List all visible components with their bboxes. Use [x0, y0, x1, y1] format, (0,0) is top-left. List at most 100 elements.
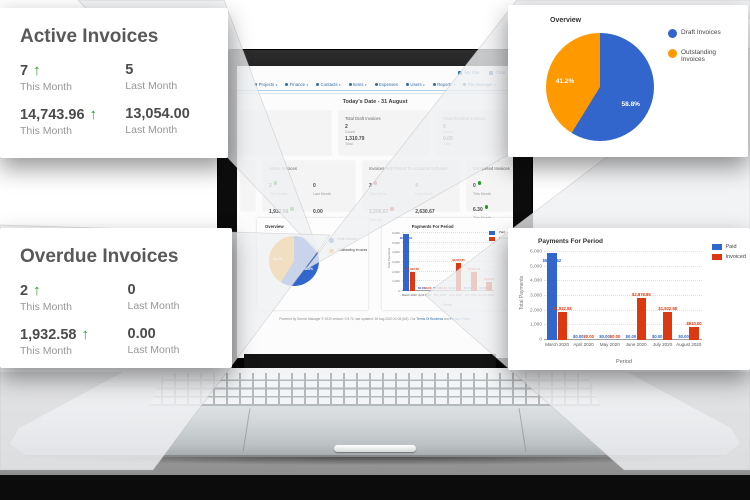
y-tick-label: 5,000 — [392, 240, 400, 245]
bar — [455, 263, 462, 291]
dashboard-screen: My Site Chat Projects ▾ Finance ▾ Contacts… — [237, 66, 513, 358]
legend-swatch — [488, 231, 495, 235]
bar-slot: $0.00 — [479, 233, 486, 291]
bar-value-label: $0.00 — [678, 334, 689, 339]
privacy-link[interactable]: Privacy Policy — [450, 317, 470, 321]
bar-value-label: $0.00 — [599, 334, 610, 339]
bar-slot: $1,932.58 — [406, 233, 419, 291]
bar — [662, 311, 673, 340]
bar-value-label: $0.00 — [463, 286, 471, 290]
category-label: June 2020 — [448, 293, 462, 297]
bar-group: $0.00 $910.00 August 2020 — [478, 233, 495, 297]
nav-expenses[interactable]: Expenses — [374, 82, 398, 87]
pie-slice-label: 58.8% — [303, 267, 313, 271]
bar-slot: $0.00 — [678, 252, 689, 340]
category-label: May 2020 — [433, 293, 447, 297]
bar — [636, 297, 647, 340]
overview-pie-card-mini: Overview 58.8% 41.2% Draft Invoices Outs… — [257, 218, 368, 310]
laptop-notch — [334, 445, 416, 452]
y-tick-label: 3,000 — [529, 293, 542, 299]
category-label: July 2020 — [464, 293, 477, 297]
category-label: May 2020 — [599, 342, 620, 347]
y-tick-label: 6,000 — [529, 249, 542, 255]
users-icon — [405, 83, 409, 86]
bar — [547, 253, 557, 340]
bar-value-label: $910.00 — [484, 277, 495, 282]
pie-chart: 58.8% 41.2% — [546, 33, 654, 141]
bar-slot: $0.00 — [424, 233, 431, 291]
legend-item: Outstanding Invoices — [668, 49, 740, 64]
legend-swatch — [711, 244, 722, 250]
pie-slice-label: 41.2% — [555, 78, 575, 86]
bar-value-label: $0.00 — [651, 334, 663, 339]
bar-slot: $0.00 — [418, 233, 425, 291]
callout-overdue-invoices: Overdue Invoices 2 ↑ This Month 0 Last Mont… — [0, 228, 232, 368]
nav-items[interactable]: Items ▾ — [348, 82, 367, 87]
bar-group: $0.00 $1,932.58 July 2020 — [463, 233, 480, 297]
y-tick-label: 2,000 — [392, 269, 400, 274]
pie-chart: 58.8% 41.2% — [269, 236, 319, 286]
bar-group: $0.00 $0.00 May 2020 — [432, 233, 447, 297]
legend-item: Invoiced — [711, 254, 746, 261]
y-tick-label: 3,000 — [392, 260, 400, 264]
up-arrow-icon: ↑ — [89, 106, 98, 123]
up-dot-icon — [290, 207, 294, 211]
legend-item: Paid — [488, 230, 510, 235]
y-tick-label: 4,000 — [392, 250, 400, 255]
up-arrow-icon: ↑ — [81, 326, 89, 343]
bar-slot: $1,932.58 — [553, 252, 572, 340]
chevron-down-icon: ▾ — [453, 82, 456, 87]
down-dot-icon — [390, 207, 394, 211]
terms-link[interactable]: Terms Of Business — [416, 317, 444, 321]
app-topbar: My Site Chat — [237, 66, 513, 79]
laptop-screen-bezel: My Site Chat Projects ▾ Finance ▾ Contacts… — [218, 50, 532, 370]
bottom-edge — [0, 475, 750, 500]
bar-group: $5,899.62 $1,932.58 March 2020 — [543, 252, 572, 347]
bar-value-label: $0.00 — [448, 286, 456, 290]
y-tick-label: 0 — [398, 289, 400, 293]
metric-card-clipped — [241, 161, 255, 211]
category-label: March 2020 — [401, 293, 417, 297]
bar-slot: $0.00 — [433, 233, 440, 291]
callout-active-invoices: Active Invoices 7 ↑ This Month 5 Last Month… — [0, 8, 228, 158]
legend-swatch — [711, 254, 722, 261]
nav-users[interactable]: Users ▾ — [405, 82, 425, 87]
bar-plot: 0 1,000 2,000 3,000 4,000 5,000 6,000 $5,899.62… — [392, 231, 495, 297]
bar-slot: $2,878.85 — [452, 233, 465, 291]
y-tick-label: 6,000 — [392, 231, 400, 235]
bar — [471, 272, 477, 291]
callout-overview-pie-card: Overview 58.8% 41.2% Draft Invoices Outs… — [508, 5, 748, 157]
invoices-row: Active Invoices 2 This Month 0 Last Month … — [237, 161, 513, 222]
legend-item: Paid — [711, 244, 747, 250]
down-dot-icon — [373, 181, 378, 185]
chevron-down-icon: ▾ — [494, 82, 496, 87]
bar-value-label: $0.00 — [609, 334, 621, 339]
nav-contacts[interactable]: Contacts ▾ — [316, 82, 341, 87]
topbar-link-chat[interactable]: Chat — [489, 70, 505, 75]
up-dot-icon — [484, 205, 489, 209]
bar-value-label: $2,878.85 — [632, 291, 651, 297]
bar-slot: $5,899.62 — [543, 252, 561, 340]
pie-slice-label: 41.2% — [273, 257, 283, 261]
laptop-base — [10, 368, 740, 457]
bar-group: $0.00 $0.00 April 2020 — [570, 252, 596, 347]
payments-bar-card-mini: Payments For Period Total Payments 0 1,00… — [381, 218, 513, 310]
chevron-down-icon: ▾ — [306, 82, 309, 87]
nav-file-manager[interactable]: File Manager ▾ — [463, 82, 496, 87]
up-arrow-icon: ↑ — [33, 282, 41, 299]
bar-slot: $0.00 — [463, 233, 471, 291]
metric-card-total-overdue: Total Overdue Invoices 0 Count 0.00 Tota… — [437, 111, 513, 155]
bar-groups: $5,899.62 $1,932.58 March 2020 $0.00 $0.00 Ap… — [543, 252, 702, 347]
nav-finance[interactable]: Finance ▾ — [285, 82, 308, 87]
nav-reports[interactable]: Reports ▾ — [432, 82, 456, 87]
bar-legend: Paid Invoiced — [488, 230, 510, 241]
metric-card-clipped — [241, 111, 331, 155]
topbar-link-my-site[interactable]: My Site — [458, 70, 479, 75]
bar-slot: $0.00 — [583, 252, 593, 340]
bar-slot: $910.00 — [484, 233, 495, 291]
nav-projects[interactable]: Projects ▾ — [254, 82, 277, 87]
bar-slot: $1,932.58 — [468, 233, 480, 291]
chevron-down-icon: ▾ — [365, 82, 367, 87]
